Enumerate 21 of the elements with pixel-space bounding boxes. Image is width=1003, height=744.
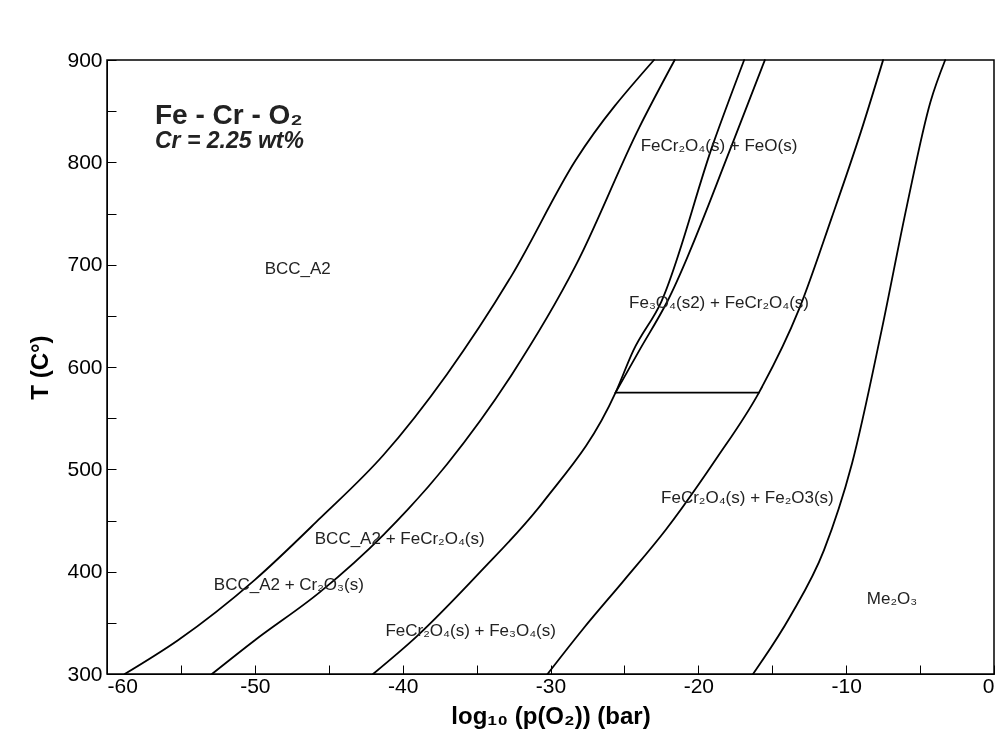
x-tick-label: -10 [831,673,862,697]
annotation: Me₂O₃ [866,589,918,609]
x-tick-label: -40 [387,673,419,697]
x-tick-label: -20 [683,673,715,697]
y-tick-label: 800 [67,149,103,173]
x-tick-label: 0 [982,673,995,697]
y-tick-label: 600 [67,354,103,378]
annotation: BCC_A2 [264,258,331,278]
y-tick-label: 300 [67,661,103,685]
x-tick-label: -60 [107,673,138,697]
y-axis-title: T (C°) [26,335,54,400]
y-tick-label: 700 [67,252,103,276]
x-axis-title: log₁₀ (p(O₂)) (bar) [451,701,651,729]
y-tick-label: 900 [67,47,103,71]
text: Cr = 2.25 wt% [155,127,304,153]
annotation: BCC_A2 + FeCr₂O₄(s) [314,528,485,548]
x-tick-label: -30 [535,673,567,697]
x-tick-label: -50 [240,673,271,697]
text: Fe - Cr - O₂ [155,99,303,130]
y-tick-label: 400 [67,559,103,583]
y-tick-label: 500 [67,456,103,480]
